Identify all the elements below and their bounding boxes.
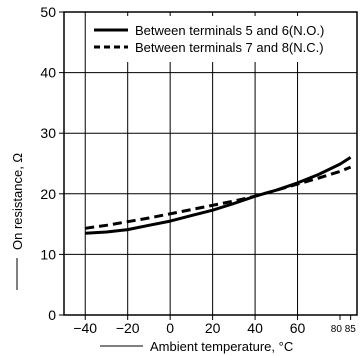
x-tick-label: −40 [73, 320, 97, 336]
x-tick-label: 60 [290, 320, 306, 336]
x-tick-label-small: 80 85 [331, 324, 356, 335]
x-tick-label: 0 [166, 320, 174, 336]
x-tick-label: −20 [116, 320, 140, 336]
y-tick-label: 0 [48, 307, 56, 323]
grid-layer [64, 12, 357, 315]
y-axis-title: On resistance, Ω [10, 153, 25, 250]
series-layer [84, 156, 352, 235]
x-axis-title-group: Ambient temperature, °C [100, 339, 293, 354]
x-tick-label: 20 [205, 320, 221, 336]
y-axis-title-group: On resistance, Ω [10, 153, 25, 290]
y-tick-label: 20 [40, 186, 56, 202]
legend: Between terminals 5 and 6(N.O.) Between … [90, 16, 354, 62]
legend-label-series-1: Between terminals 5 and 6(N.O.) [135, 23, 324, 38]
x-tick-label: 40 [247, 320, 263, 336]
plot-frame [63, 11, 358, 316]
y-tick-label: 40 [40, 65, 56, 81]
legend-background [90, 16, 354, 62]
y-tick-label: 30 [40, 125, 56, 141]
series-line-1 [85, 156, 352, 235]
series-line-2 [84, 165, 352, 230]
x-axis-title: Ambient temperature, °C [150, 339, 293, 354]
tick-layer: −40 −20 0 20 40 60 80 85 0 10 20 30 40 50 [40, 4, 356, 336]
legend-label-series-2: Between terminals 7 and 8(N.C.) [135, 40, 324, 55]
y-tick-label: 50 [40, 4, 56, 20]
y-tick-label: 10 [40, 246, 56, 262]
